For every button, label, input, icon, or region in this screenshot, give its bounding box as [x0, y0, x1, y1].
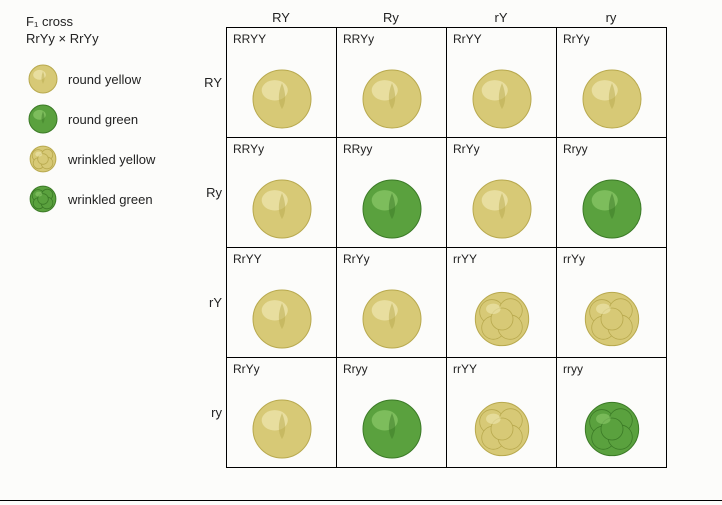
punnett-cell: rryy	[557, 358, 667, 468]
punnett-square: RY Ry rY ry RY Ry rY ry RRYY	[198, 10, 714, 468]
genotype-label: RrYY	[233, 252, 330, 266]
wrinkled-green-icon	[26, 184, 60, 214]
row-header: rY	[198, 247, 226, 357]
genotype-label: RRYy	[233, 142, 330, 156]
round-yellow-icon	[557, 69, 666, 129]
genotype-label: rryy	[563, 362, 660, 376]
wrinkled-yellow-icon	[447, 399, 556, 459]
wrinkled-yellow-icon	[557, 289, 666, 349]
legend-list: round yellow round green wrinkled yellow	[26, 64, 198, 214]
genotype-label: RrYy	[233, 362, 330, 376]
round-green-icon	[337, 399, 446, 459]
punnett-cell: RRYy	[227, 138, 337, 248]
genotype-label: rrYy	[563, 252, 660, 266]
legend-item: round yellow	[26, 64, 198, 94]
punnett-cell: rrYY	[447, 358, 557, 468]
punnett-cell: RrYy	[447, 138, 557, 248]
round-yellow-icon	[227, 289, 336, 349]
punnett-cell: RrYy	[337, 248, 447, 358]
row-header: RY	[198, 27, 226, 137]
punnett-cell: Rryy	[557, 138, 667, 248]
legend-label: round green	[68, 112, 138, 127]
col-header: rY	[446, 10, 556, 27]
round-yellow-icon	[227, 179, 336, 239]
round-yellow-icon	[227, 69, 336, 129]
round-green-icon	[26, 104, 60, 134]
col-header: RY	[226, 10, 336, 27]
genotype-label: rrYY	[453, 362, 550, 376]
legend-panel: F₁ cross RrYy × RrYy round yellow	[8, 10, 198, 468]
legend-label: wrinkled yellow	[68, 152, 155, 167]
column-headers: RY Ry rY ry	[226, 10, 714, 27]
punnett-cell: rrYY	[447, 248, 557, 358]
punnett-cell: RrYY	[227, 248, 337, 358]
legend-cross: RrYy × RrYy	[26, 31, 198, 46]
legend-title: F₁ cross	[26, 14, 198, 29]
row-header: Ry	[198, 137, 226, 247]
round-green-icon	[337, 179, 446, 239]
genotype-label: RrYy	[453, 142, 550, 156]
genotype-label: RrYy	[343, 252, 440, 266]
wrinkled-yellow-icon	[447, 289, 556, 349]
legend-item: wrinkled yellow	[26, 144, 198, 174]
legend-label: wrinkled green	[68, 192, 153, 207]
wrinkled-green-icon	[557, 399, 666, 459]
genotype-label: RRYy	[343, 32, 440, 46]
genotype-label: rrYY	[453, 252, 550, 266]
row-header: ry	[198, 357, 226, 467]
round-yellow-icon	[337, 69, 446, 129]
punnett-cell: RRYY	[227, 28, 337, 138]
legend-item: wrinkled green	[26, 184, 198, 214]
col-header: ry	[556, 10, 666, 27]
punnett-cell: RrYy	[557, 28, 667, 138]
round-yellow-icon	[26, 64, 60, 94]
punnett-cell: RRYy	[337, 28, 447, 138]
genotype-label: Rryy	[343, 362, 440, 376]
round-yellow-icon	[447, 179, 556, 239]
genotype-label: RRyy	[343, 142, 440, 156]
punnett-cell: rrYy	[557, 248, 667, 358]
punnett-cell: RRyy	[337, 138, 447, 248]
row-headers: RY Ry rY ry	[198, 27, 226, 468]
wrinkled-yellow-icon	[26, 144, 60, 174]
punnett-cell: RrYY	[447, 28, 557, 138]
punnett-cell: Rryy	[337, 358, 447, 468]
legend-label: round yellow	[68, 72, 141, 87]
round-yellow-icon	[227, 399, 336, 459]
genotype-label: RrYY	[453, 32, 550, 46]
legend-item: round green	[26, 104, 198, 134]
round-green-icon	[557, 179, 666, 239]
genotype-label: RRYY	[233, 32, 330, 46]
punnett-cell: RrYy	[227, 358, 337, 468]
page-divider	[0, 500, 722, 501]
genotype-label: Rryy	[563, 142, 660, 156]
genotype-label: RrYy	[563, 32, 660, 46]
round-yellow-icon	[447, 69, 556, 129]
round-yellow-icon	[337, 289, 446, 349]
punnett-table: RRYY RRYy RrYY	[226, 27, 667, 468]
col-header: Ry	[336, 10, 446, 27]
